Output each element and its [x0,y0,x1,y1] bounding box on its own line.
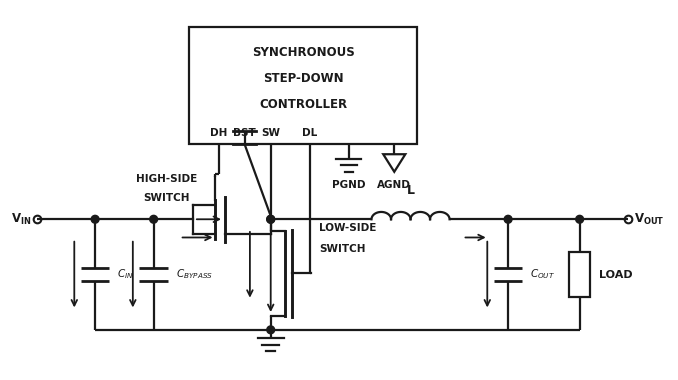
Text: DL: DL [302,128,317,138]
Circle shape [92,215,99,223]
Circle shape [504,215,512,223]
Text: $C_{OUT}$: $C_{OUT}$ [530,268,555,282]
Bar [189,27,417,144]
Text: LOAD: LOAD [599,269,633,280]
Polygon shape [383,154,405,172]
Text: SWITCH: SWITCH [144,193,190,203]
Text: $\mathbf{V_{OUT}}$: $\mathbf{V_{OUT}}$ [634,212,664,227]
Text: SYNCHRONOUS: SYNCHRONOUS [252,46,355,59]
Text: $C_{BYPASS}$: $C_{BYPASS}$ [176,268,213,282]
Bar [570,252,590,297]
Text: LOW-SIDE: LOW-SIDE [319,223,377,233]
Circle shape [576,215,584,223]
Text: $\mathbf{V_{IN}}$: $\mathbf{V_{IN}}$ [11,212,31,227]
Text: SW: SW [261,128,280,138]
Text: DH: DH [210,128,227,138]
Text: L: L [407,184,414,196]
Text: $C_{IN}$: $C_{IN}$ [117,268,134,282]
Text: CONTROLLER: CONTROLLER [259,98,347,111]
Text: SWITCH: SWITCH [319,244,366,254]
Text: STEP-DOWN: STEP-DOWN [263,72,344,85]
Circle shape [267,326,275,334]
Circle shape [267,215,275,223]
Text: AGND: AGND [378,180,412,190]
Circle shape [150,215,157,223]
Text: BST: BST [233,128,256,138]
Text: HIGH-SIDE: HIGH-SIDE [136,174,197,184]
Circle shape [267,215,275,223]
Text: PGND: PGND [332,180,365,190]
